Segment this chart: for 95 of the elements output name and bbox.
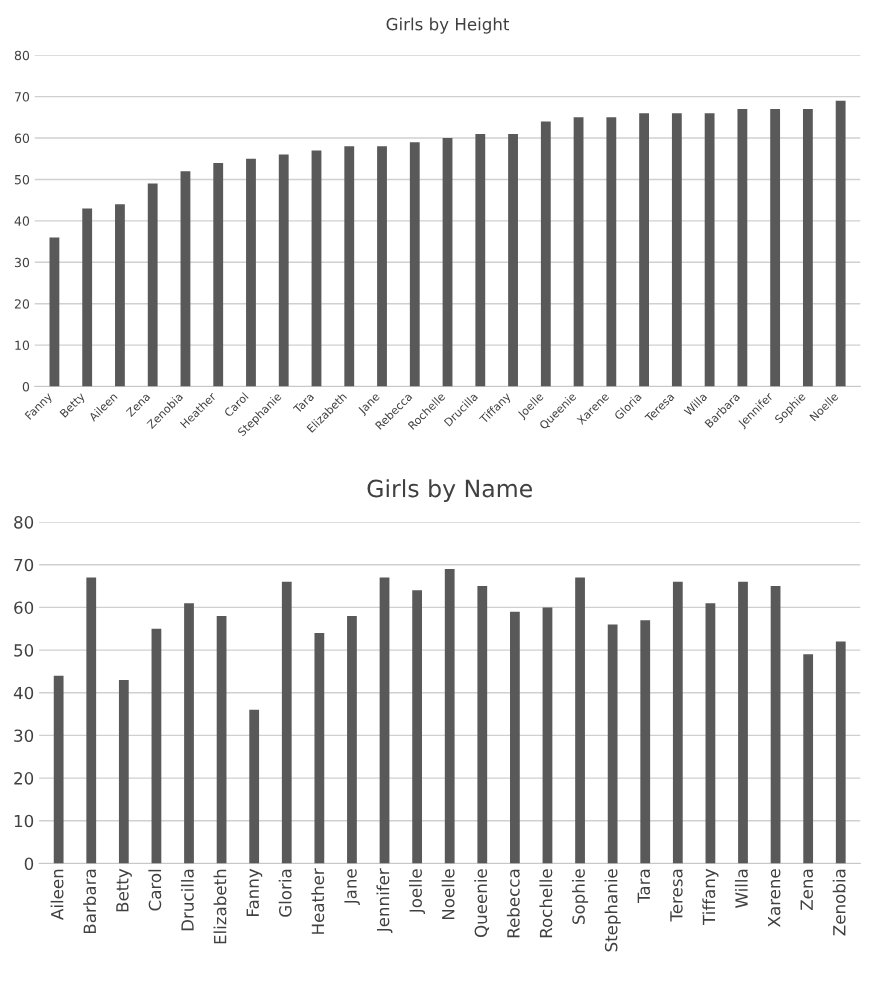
bar [770, 586, 781, 864]
x-tick-label: Betty [116, 868, 132, 912]
bar [540, 121, 551, 387]
y-tick-label: 40 [14, 216, 30, 226]
bar [738, 581, 748, 864]
bar [705, 603, 716, 864]
bar [737, 109, 748, 387]
x-tick-label: Zena [800, 869, 814, 910]
bar [835, 641, 846, 864]
y-tick-label: 80 [14, 50, 30, 61]
bar [344, 146, 355, 387]
bar [607, 624, 618, 864]
chart-title: Girls by Height [386, 17, 510, 34]
bar [477, 586, 488, 864]
x-tick-label: Stephanie [604, 869, 621, 952]
x-tick-label: Sophie [571, 869, 589, 925]
x-tick-label: Tiffany [702, 868, 719, 926]
bar [115, 204, 125, 387]
bar [509, 611, 520, 864]
x-tick-label: Tara [637, 869, 651, 904]
bar [835, 100, 846, 387]
y-tick-label: 40 [13, 686, 34, 700]
x-tick-label: Joelle [409, 869, 426, 915]
bar [281, 581, 292, 864]
y-tick-label: 30 [14, 729, 34, 742]
bar [246, 158, 256, 387]
y-tick-label: 20 [14, 299, 30, 309]
bar [573, 117, 584, 387]
x-tick-label: Teresa [670, 869, 683, 922]
bar [704, 113, 715, 387]
bar [377, 146, 387, 387]
bar [216, 615, 227, 864]
x-tick-label: Carol [148, 869, 162, 911]
bar [508, 133, 518, 387]
x-tick-label: Jane [344, 869, 360, 906]
bar [311, 150, 322, 387]
x-tick-label: Aileen [50, 869, 64, 920]
bar [803, 654, 814, 864]
bar [475, 133, 486, 387]
x-tick-label: Noelle [441, 869, 455, 920]
x-tick-label: Jennifer [376, 868, 393, 934]
x-tick-label: Rebecca [506, 869, 520, 938]
bar [314, 633, 325, 864]
y-tick-label: 70 [15, 92, 30, 102]
bar [444, 569, 455, 864]
bar [278, 154, 289, 387]
bar [802, 109, 813, 387]
y-tick-label: 0 [22, 382, 30, 392]
bar [770, 109, 781, 387]
y-tick-label: 10 [14, 814, 34, 828]
x-tick-label: Elizabeth [213, 869, 227, 944]
x-tick-label: Heather [311, 868, 325, 934]
bar [213, 162, 224, 387]
bar [672, 581, 683, 864]
bar [151, 628, 162, 864]
y-tick-label: 0 [24, 857, 34, 871]
x-tick-label: Barbara [83, 869, 97, 934]
y-tick-label: 30 [14, 257, 30, 268]
bar [184, 603, 194, 864]
bar [542, 607, 553, 864]
bar [575, 577, 585, 864]
bar [53, 675, 64, 864]
y-tick-label: 60 [14, 133, 30, 143]
bar [606, 117, 617, 387]
bar [347, 615, 357, 864]
y-tick-label: 20 [14, 772, 34, 785]
bar [180, 171, 191, 387]
y-tick-label: 70 [14, 558, 34, 572]
bar [86, 577, 97, 864]
y-tick-label: 60 [14, 601, 34, 614]
y-tick-label: 50 [14, 174, 30, 185]
bar [639, 113, 650, 387]
bar [442, 138, 453, 387]
x-tick-label: Gloria [278, 869, 292, 917]
bar [49, 237, 60, 387]
bar [409, 142, 420, 387]
bar [147, 183, 158, 387]
x-tick-label: Willa [734, 869, 748, 908]
bar [671, 113, 682, 387]
bar [379, 577, 390, 864]
bar [412, 590, 423, 864]
chart-title: Girls by Name [367, 479, 532, 502]
bar [118, 679, 129, 864]
bar [640, 620, 651, 864]
x-tick-label: Xarene [768, 869, 781, 927]
x-tick-label: Fanny [246, 868, 263, 916]
x-tick-label: Queenie [474, 869, 490, 938]
bar [82, 208, 93, 387]
y-tick-label: 80 [14, 516, 34, 529]
x-tick-label: Drucilla [180, 869, 194, 931]
bar [249, 709, 260, 864]
y-tick-label: 50 [14, 644, 34, 657]
y-tick-label: 10 [15, 340, 30, 351]
x-tick-label: Rochelle [539, 869, 553, 938]
x-tick-label: Zenobia [832, 869, 846, 936]
